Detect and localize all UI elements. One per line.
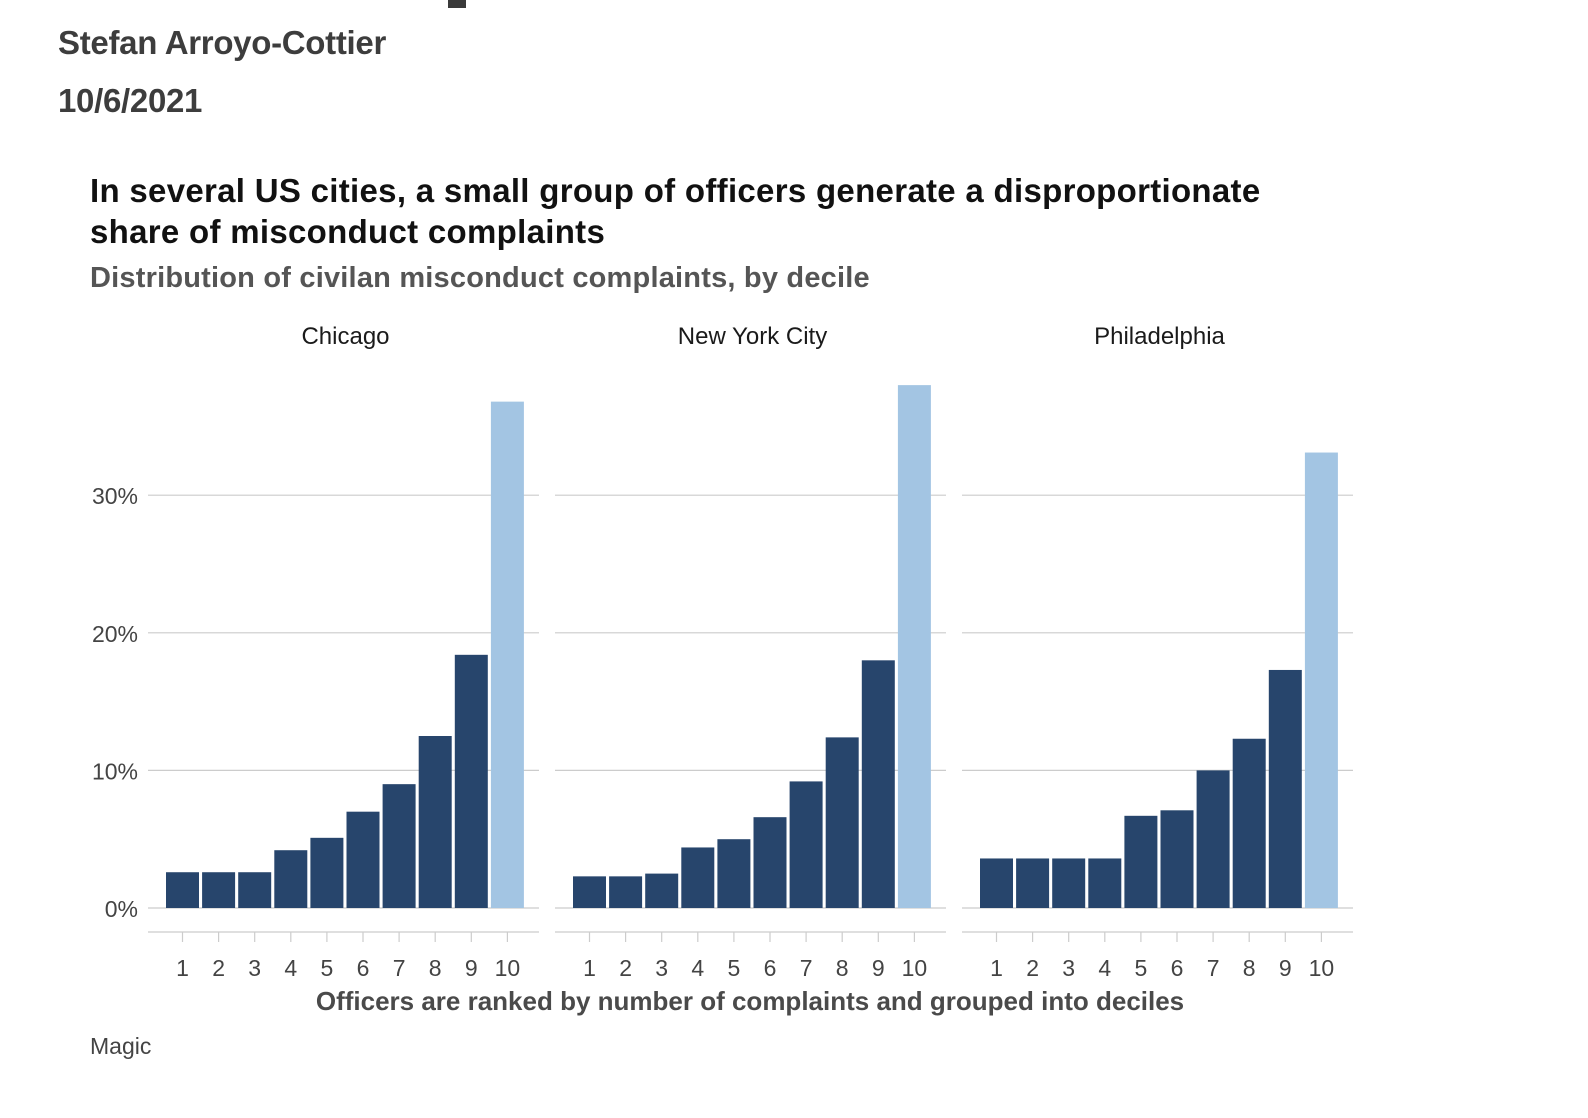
bar: [897, 385, 931, 908]
bar: [1088, 858, 1122, 908]
x-tick-label: 7: [393, 955, 406, 981]
chart-title: In several US cities, a small group of o…: [90, 170, 1386, 252]
bar: [645, 873, 679, 908]
x-tick-label: 2: [212, 955, 225, 981]
x-tick-label: 5: [728, 955, 741, 981]
bar: [238, 872, 272, 908]
bar: [454, 654, 488, 908]
x-tick-label: 5: [321, 955, 334, 981]
x-axis-title: Officers are ranked by number of complai…: [316, 986, 1184, 1016]
bar: [274, 850, 308, 908]
bar: [980, 858, 1013, 908]
x-tick-label: 1: [990, 955, 1003, 981]
y-tick-label: 10%: [92, 758, 138, 784]
x-tick-label: 2: [619, 955, 632, 981]
bar: [753, 817, 787, 908]
bar: [1052, 858, 1086, 908]
panel-title: Philadelphia: [1094, 323, 1225, 350]
x-tick-label: 3: [655, 955, 668, 981]
bar: [789, 781, 823, 908]
bar: [490, 401, 524, 908]
x-tick-label: 8: [429, 955, 442, 981]
y-tick-label: 30%: [92, 483, 138, 509]
bar: [1268, 669, 1302, 908]
chart-title-line-1: In several US cities, a small group of o…: [90, 172, 1261, 209]
x-tick-label: 1: [583, 955, 596, 981]
bar: [1196, 770, 1230, 908]
chart-title-line-2: share of misconduct complaints: [90, 213, 606, 250]
x-tick-label: 7: [1207, 955, 1220, 981]
author-name: Stefan Arroyo-Cottier: [58, 24, 387, 61]
bar: [418, 736, 452, 908]
chart-caption: Magic: [90, 1033, 151, 1059]
chart-subtitle: Distribution of civilan misconduct compl…: [90, 262, 870, 294]
x-tick-label: 9: [465, 955, 478, 981]
bar: [573, 876, 606, 908]
y-tick-label: 0%: [105, 896, 138, 922]
x-tick-label: 3: [1062, 955, 1075, 981]
bar: [166, 872, 199, 908]
x-tick-label: 4: [691, 955, 704, 981]
x-tick-label: 4: [284, 955, 297, 981]
x-tick-label: 10: [902, 955, 928, 981]
bar: [202, 872, 236, 908]
bar: [1124, 815, 1158, 908]
x-tick-label: 6: [1171, 955, 1184, 981]
bar: [346, 811, 380, 908]
panel-title: New York City: [678, 323, 827, 350]
x-tick-label: 4: [1098, 955, 1111, 981]
x-tick-label: 8: [836, 955, 849, 981]
x-tick-label: 6: [764, 955, 777, 981]
title-fragment: [448, 0, 466, 8]
bar: [1304, 452, 1338, 908]
bar: [609, 876, 643, 908]
x-tick-label: 6: [357, 955, 370, 981]
bar: [310, 837, 344, 908]
bar: [1232, 738, 1266, 908]
bar: [681, 847, 715, 908]
panel-title: Chicago: [301, 323, 389, 350]
bar: [1160, 810, 1194, 908]
bar: [717, 839, 751, 908]
bar: [382, 784, 416, 908]
bar: [1016, 858, 1050, 908]
x-tick-label: 3: [248, 955, 261, 981]
x-tick-label: 2: [1026, 955, 1039, 981]
x-tick-label: 8: [1243, 955, 1256, 981]
x-tick-label: 1: [176, 955, 189, 981]
x-tick-label: 9: [1279, 955, 1292, 981]
x-tick-label: 10: [1309, 955, 1335, 981]
x-tick-label: 5: [1135, 955, 1148, 981]
bar: [825, 737, 859, 908]
bar: [861, 660, 895, 908]
y-tick-label: 20%: [92, 621, 138, 647]
report-date: 10/6/2021: [58, 82, 203, 119]
x-tick-label: 7: [800, 955, 813, 981]
x-tick-label: 9: [872, 955, 885, 981]
x-tick-label: 10: [495, 955, 521, 981]
